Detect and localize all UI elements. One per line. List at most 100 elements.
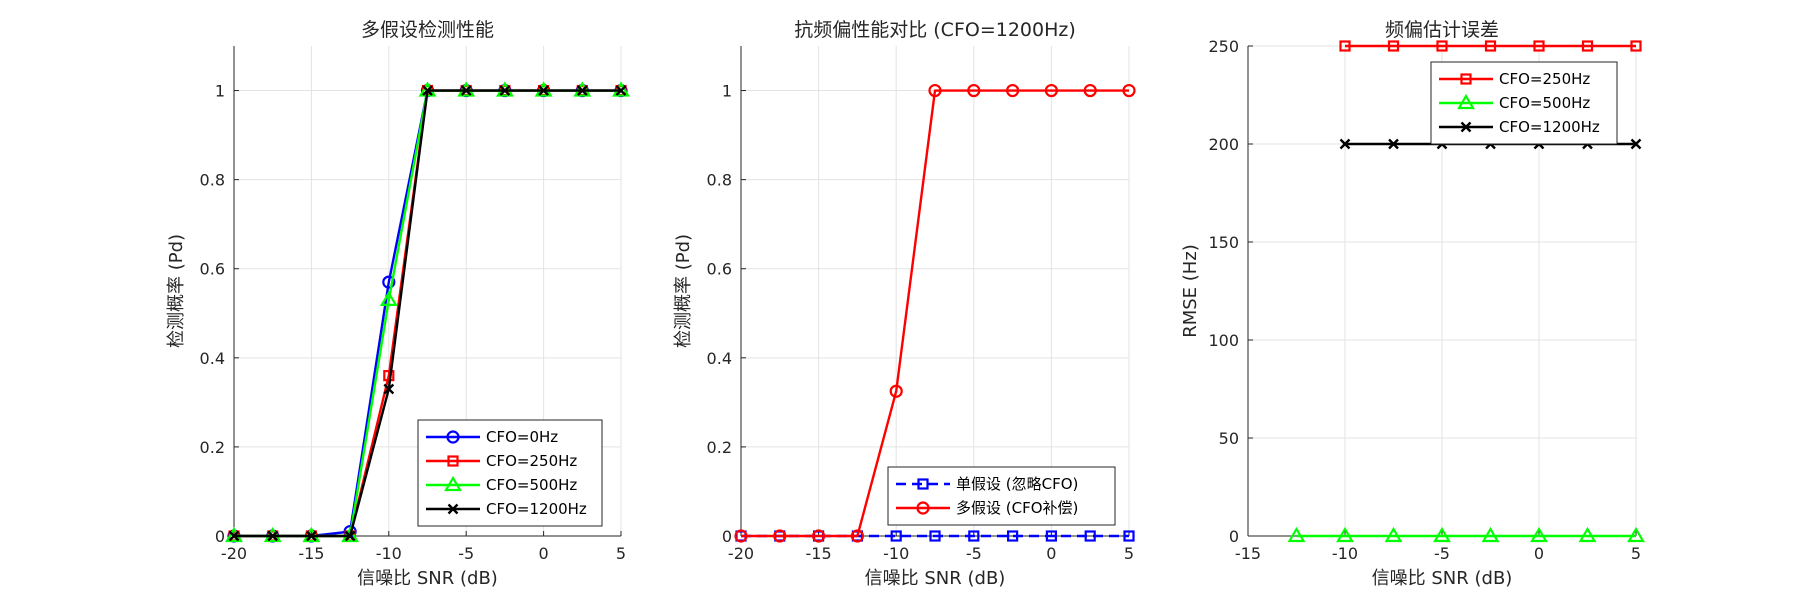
chart-2-series-cfo-point — [890, 530, 902, 542]
chart-1-y-tick-label: 0 — [215, 527, 225, 546]
chart-1-series-cfo-1200hz — [228, 85, 627, 542]
chart-3-series-cfo-500hz-point — [1578, 526, 1597, 543]
chart-1-legend-label: CFO=250Hz — [486, 452, 577, 470]
chart-2-series-cfo — [734, 83, 1136, 543]
chart-2-y-tick-label: 0.2 — [707, 438, 732, 457]
chart-3-y-tick-label: 0 — [1229, 527, 1239, 546]
chart-2-x-label: 信噪比 SNR (dB) — [865, 568, 1006, 589]
chart-3-title: 频偏估计误差 — [1385, 19, 1499, 41]
chart-3-series-cfo-500hz-point — [1530, 526, 1548, 543]
chart-3-x-tick-label: 5 — [1631, 544, 1641, 563]
chart-2-series-cfo-point — [1005, 83, 1020, 98]
chart-3-series-cfo-250hz-point — [1387, 40, 1400, 52]
chart-2-series-cfo-point — [1045, 530, 1058, 542]
chart-3-series-cfo-250hz-point — [1533, 40, 1545, 52]
chart-2-series-cfo-point — [734, 529, 748, 543]
chart-2-series-cfo-point — [1006, 530, 1019, 542]
chart-1-y-tick-label: 0.2 — [200, 438, 225, 457]
chart-3-series-cfo-500hz-point — [1433, 526, 1451, 543]
chart-2-series-cfo-point — [811, 529, 826, 543]
chart-2-legend: 单假设 (忽略CFO) 多假设 (CFO补偿) — [887, 466, 1116, 526]
chart-3-y-tick-label: 50 — [1219, 429, 1239, 448]
chart-3-x-tick-label: 0 — [1534, 544, 1544, 563]
chart-2-series-cfo-point — [1083, 83, 1097, 98]
chart-2-x-tick-label: 0 — [1046, 544, 1056, 563]
chart-2-x-tick-label: -15 — [806, 544, 832, 563]
chart-2-y-tick-label: 0.4 — [707, 349, 732, 368]
chart-2-legend-marker — [916, 501, 930, 515]
chart-1-legend-marker — [444, 475, 462, 492]
chart-2-y-tick-label: 0.6 — [707, 260, 732, 279]
chart-2-series-cfo-point — [889, 384, 903, 398]
chart-3-x-label: 信噪比 SNR (dB) — [1372, 568, 1513, 589]
chart-2-y-tick-label: 1 — [722, 82, 732, 101]
chart-2-title: 抗频偏性能对比 (CFO=1200Hz) — [794, 19, 1076, 41]
chart-3-x-tick-label: -5 — [1434, 544, 1450, 563]
chart-2-legend-marker — [917, 478, 929, 490]
chart-1-legend-marker — [447, 503, 459, 515]
chart-1-series-cfo-1200hz-point — [344, 530, 356, 542]
chart-2: -20 -15 -10 -5 0 5 0 0.2 0.4 0.6 0.8 1 抗频偏性能对比 (CFO=… — [673, 19, 1136, 589]
chart-1-series-cfo-1200hz-point — [228, 530, 240, 542]
chart-1-series-cfo-1200hz-point — [538, 85, 549, 96]
chart-1-series-cfo-1200hz-point — [460, 85, 472, 96]
chart-1-legend-label: CFO=500Hz — [486, 476, 577, 494]
chart-1-legend-marker — [447, 455, 459, 467]
chart-3-series-cfo-1200hz-point — [1339, 138, 1351, 150]
chart-1-series-cfo-1200hz-point — [422, 85, 433, 96]
chart-3-series-cfo-1200hz-point — [1630, 138, 1642, 150]
chart-3-series-cfo-1200hz-point — [1388, 138, 1399, 150]
chart-1-x-tick-label: 0 — [539, 544, 549, 563]
chart-3-series-cfo-250hz-point — [1339, 40, 1351, 52]
chart-1-series-cfo-500hz-point — [379, 290, 398, 307]
chart-2-legend-label: 单假设 (忽略CFO) — [956, 475, 1078, 493]
chart-1-legend-label: CFO=1200Hz — [486, 500, 587, 518]
chart-3-series-cfo-250hz-point — [1630, 40, 1642, 52]
chart-3-x-tick-label: -10 — [1332, 544, 1358, 563]
chart-1-legend: CFO=0Hz CFO=250Hz CFO=500Hz CFO=1200Hz — [417, 419, 603, 527]
chart-1-y-tick-label: 0.8 — [200, 171, 225, 190]
chart-2-series-cfo-point — [929, 530, 941, 542]
chart-1-series-cfo-1200hz-point — [499, 85, 511, 96]
chart-2-x-tick-label: -5 — [966, 544, 982, 563]
chart-1-x-tick-label: 5 — [616, 544, 626, 563]
chart-3-legend-marker — [1457, 93, 1475, 110]
chart-2-legend-box — [887, 466, 1116, 526]
chart-2-x-tick-label: -10 — [883, 544, 909, 563]
chart-1-series-cfo-1200hz-point — [267, 530, 279, 542]
chart-1-y-label: 检测概率 (Pd) — [166, 234, 187, 348]
chart-3-y-label: RMSE (Hz) — [1180, 244, 1201, 338]
chart-1-series-cfo-1200hz-point — [306, 530, 317, 542]
chart-2-x-tick-label: 5 — [1124, 544, 1134, 563]
chart-3-y-tick-label: 200 — [1208, 135, 1239, 154]
chart-1-x-label: 信噪比 SNR (dB) — [357, 568, 498, 589]
chart-3-series-cfo-250hz-point — [1581, 40, 1594, 52]
chart-1-series-cfo-1200hz-point — [615, 85, 627, 96]
chart-3-series-cfo-500hz-point — [1627, 526, 1645, 543]
chart-3-y-tick-label: 250 — [1208, 37, 1239, 56]
chart-3-y-tick-label: 150 — [1208, 233, 1239, 252]
chart-2-series-cfo-line — [741, 89, 1129, 538]
chart-2-series-cfo-point — [850, 529, 865, 543]
chart-1-legend-marker — [446, 430, 460, 444]
chart-2-series-cfo-point — [1084, 530, 1096, 542]
chart-3-legend: CFO=250Hz CFO=500Hz CFO=1200Hz — [1430, 61, 1618, 145]
chart-1-series-cfo-0hz-point — [382, 275, 396, 289]
chart-2-series-cfo-point — [967, 83, 981, 98]
chart-3-x-tick-label: -15 — [1235, 544, 1261, 563]
chart-1-y-tick-label: 0.4 — [200, 349, 225, 368]
chart-2-legend-label: 多假设 (CFO补偿) — [956, 499, 1078, 517]
chart-2-x-tick-label: -20 — [728, 544, 754, 563]
chart-2-series-cfo-point — [1123, 530, 1135, 542]
chart-3-series-cfo-500hz-point — [1287, 526, 1306, 543]
chart-2-y-tick-label: 0.8 — [707, 171, 732, 190]
chart-1-x-tick-label: -10 — [376, 544, 402, 563]
chart-1-title: 多假设检测性能 — [361, 19, 494, 41]
chart-3-legend-label: CFO=250Hz — [1499, 70, 1590, 88]
chart-1-x-tick-label: -15 — [298, 544, 324, 563]
chart-3-series-cfo-250hz-point — [1436, 40, 1448, 52]
chart-2-y-label: 检测概率 (Pd) — [673, 234, 694, 348]
chart-3-series-cfo-250hz-point — [1484, 40, 1497, 52]
